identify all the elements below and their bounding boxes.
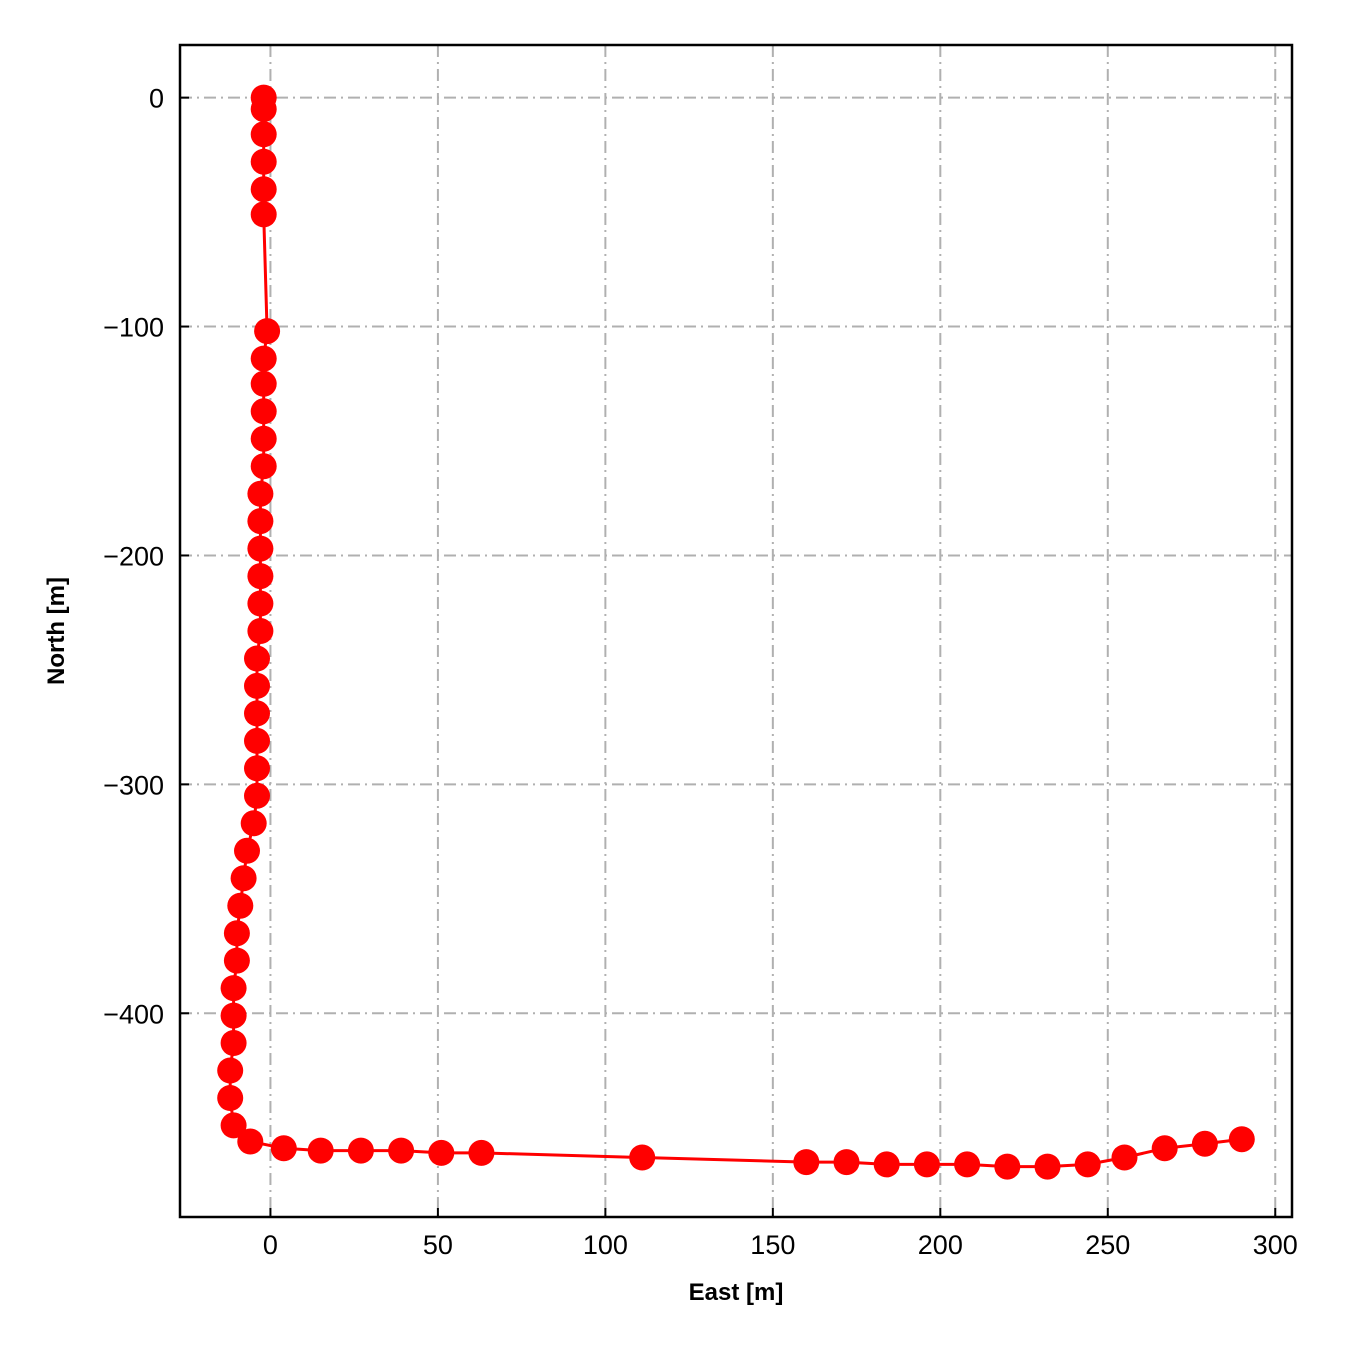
data-point xyxy=(468,1139,495,1166)
data-point xyxy=(223,920,250,947)
data-point xyxy=(1111,1144,1138,1171)
data-point xyxy=(220,1002,247,1029)
data-point xyxy=(250,345,277,372)
data-point xyxy=(247,535,274,562)
data-point xyxy=(247,480,274,507)
data-point xyxy=(247,563,274,590)
data-point xyxy=(247,590,274,617)
x-tick-label: 200 xyxy=(918,1230,963,1260)
x-tick-label: 100 xyxy=(583,1230,628,1260)
data-point xyxy=(250,148,277,175)
data-point xyxy=(307,1137,334,1164)
data-point xyxy=(250,121,277,148)
y-tick-label: −200 xyxy=(103,541,164,571)
data-point xyxy=(873,1151,900,1178)
data-point xyxy=(793,1149,820,1176)
data-point xyxy=(223,947,250,974)
grid xyxy=(180,45,1292,1217)
axis-ticks: 0 50 100 150 200 250 300 0 −100 −200 −300 −400 xyxy=(103,84,1298,1260)
x-tick-label: 250 xyxy=(1085,1230,1130,1260)
data-point xyxy=(428,1139,455,1166)
x-tick-label: 50 xyxy=(423,1230,453,1260)
data-point xyxy=(234,837,260,864)
data-point xyxy=(250,453,277,480)
data-point xyxy=(230,865,257,892)
data-point xyxy=(250,201,277,228)
data-point xyxy=(954,1151,981,1178)
y-tick-label: −300 xyxy=(103,770,164,800)
data-point xyxy=(250,425,277,452)
data-point xyxy=(220,1030,247,1056)
data-point xyxy=(244,782,270,809)
data-point xyxy=(347,1137,374,1164)
data-point xyxy=(250,96,277,123)
y-tick-label: 0 xyxy=(149,84,164,114)
data-point xyxy=(994,1153,1021,1180)
plot-frame xyxy=(178,43,1294,1219)
data-point xyxy=(244,727,270,754)
data-point xyxy=(247,508,274,535)
data-point xyxy=(833,1149,860,1176)
data-point xyxy=(217,1085,244,1111)
data-point xyxy=(250,370,277,397)
data-point xyxy=(244,700,270,727)
data-point xyxy=(220,1112,247,1139)
data-point xyxy=(250,398,277,425)
data-point xyxy=(1151,1135,1178,1162)
data-point xyxy=(244,755,270,782)
data-point xyxy=(913,1151,940,1178)
y-tick-label: −400 xyxy=(103,999,164,1029)
data-point xyxy=(1034,1153,1061,1180)
x-tick-label: 0 xyxy=(263,1230,278,1260)
data-point xyxy=(220,975,247,1002)
series xyxy=(217,84,1255,1180)
data-point xyxy=(388,1137,415,1164)
x-tick-label: 150 xyxy=(750,1230,795,1260)
data-point xyxy=(244,645,270,672)
y-axis-label: North [m] xyxy=(43,577,70,685)
data-point xyxy=(240,810,267,837)
data-point xyxy=(1191,1130,1218,1157)
data-point xyxy=(1228,1126,1255,1153)
data-point xyxy=(270,1135,297,1162)
data-point xyxy=(237,1128,264,1155)
data-point xyxy=(629,1144,656,1171)
x-axis-label: East [m] xyxy=(689,1279,784,1306)
data-point xyxy=(244,672,270,699)
data-point xyxy=(247,618,274,644)
data-point xyxy=(254,318,281,345)
data-point xyxy=(1074,1151,1101,1178)
data-point xyxy=(227,892,254,919)
x-tick-label: 300 xyxy=(1253,1230,1298,1260)
data-point xyxy=(250,176,277,203)
data-point xyxy=(217,1057,244,1084)
y-tick-label: −100 xyxy=(103,313,164,343)
